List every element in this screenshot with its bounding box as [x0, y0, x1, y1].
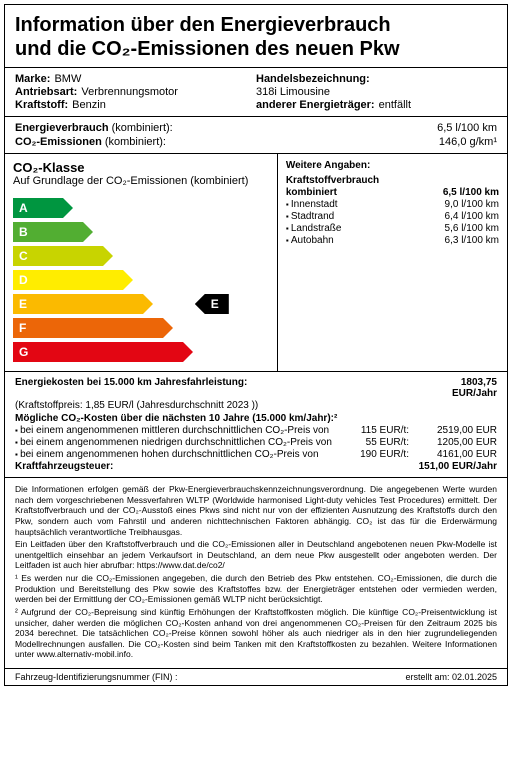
- fine-print: Die Informationen erfolgen gemäß der Pkw…: [5, 477, 507, 668]
- possible-co2-label: Mögliche CO₂-Kosten über die nächsten 10…: [15, 413, 497, 424]
- efficiency-bar-row: F: [13, 317, 269, 339]
- consumption-detail-row: Autobahn 6,3 l/100 km: [286, 235, 499, 246]
- consumption-detail-rows: Innenstadt 9,0 l/100 km Stadtrand 6,4 l/100…: [286, 199, 499, 246]
- cost-scenario-value: 2519,00 EUR: [417, 425, 497, 436]
- cost-scenario-row: bei einem angenommenen niedrigen durchsc…: [15, 437, 497, 448]
- antrieb-label: Antriebsart:: [15, 86, 77, 98]
- cost-headline-value: 1803,75 EUR/Jahr: [417, 377, 497, 399]
- vehicle-col-left: Marke:BMW Antriebsart:Verbrennungsmotor …: [15, 72, 256, 112]
- efficiency-bar-row: D: [13, 269, 269, 291]
- antrieb-value: Verbrennungsmotor: [81, 86, 178, 98]
- detail-val: 5,6 l/100 km: [445, 223, 499, 234]
- detail-val: 6,4 l/100 km: [445, 211, 499, 222]
- kraftstoff-value: Benzin: [72, 99, 106, 111]
- andere-label: anderer Energieträger:: [256, 99, 375, 111]
- fine-p2: Ein Leitfaden über den Kraftstoffverbrau…: [15, 539, 497, 571]
- kombiniert-label: kombiniert: [286, 187, 337, 198]
- weitere-title: Weitere Angaben:: [286, 160, 499, 171]
- co2-class-title: CO₂-Klasse: [13, 160, 269, 175]
- detail-key: Stadtrand: [286, 211, 334, 222]
- cost-scenario-row: bei einem angenommenen hohen durchschnit…: [15, 449, 497, 460]
- vehicle-col-right: Handelsbezeichnung: 318i Limousine ander…: [256, 72, 497, 112]
- efficiency-bar-d: D: [13, 270, 133, 290]
- cost-scenario-value: 4161,00 EUR: [417, 449, 497, 460]
- energie-label: Energieverbrauch: [15, 122, 109, 134]
- efficiency-bar-g: G: [13, 342, 193, 362]
- efficiency-marker: E: [195, 294, 229, 314]
- handel-label: Handelsbezeichnung:: [256, 73, 370, 85]
- co2-value: 146,0 g/km¹: [439, 136, 497, 148]
- efficiency-bar-e: E: [13, 294, 153, 314]
- cost-headline-label: Energiekosten bei 15.000 km Jahresfahrle…: [15, 377, 417, 399]
- efficiency-bar-row: C: [13, 245, 269, 267]
- efficiency-bar-b: B: [13, 222, 93, 242]
- marke-label: Marke:: [15, 73, 50, 85]
- cost-scenario-row: bei einem angenommenen mittleren durchsc…: [15, 425, 497, 436]
- tax-label: Kraftfahrzeugsteuer:: [15, 461, 417, 472]
- consumption-section: Energieverbrauch (kombiniert): 6,5 l/100…: [5, 116, 507, 153]
- fine-p4: ² Aufgrund der CO₂-Bepreisung sind künft…: [15, 607, 497, 660]
- costs-section: Energiekosten bei 15.000 km Jahresfahrle…: [5, 371, 507, 477]
- detail-key: Innenstadt: [286, 199, 338, 210]
- efficiency-bars: ABCDEEFG: [13, 197, 269, 363]
- energy-label-page: Information über den Energieverbrauch un…: [4, 4, 508, 686]
- consumption-detail-row: Landstraße 5,6 l/100 km: [286, 223, 499, 234]
- further-details: Weitere Angaben: Kraftstoffverbrauch kom…: [277, 154, 507, 371]
- kombiniert-value: 6,5 l/100 km: [443, 187, 499, 198]
- cost-scenario-mid: 55 EUR/t:: [347, 437, 417, 448]
- fine-p3: ¹ Es werden nur die CO₂-Emissionen angeg…: [15, 573, 497, 605]
- efficiency-bar-f: F: [13, 318, 173, 338]
- efficiency-bar-row: B: [13, 221, 269, 243]
- cost-scenario-label: bei einem angenommenen niedrigen durchsc…: [15, 437, 347, 448]
- marke-value: BMW: [54, 73, 81, 85]
- date-value: 02.01.2025: [452, 672, 497, 682]
- co2-class-block: CO₂-Klasse Auf Grundlage der CO₂-Emissio…: [5, 153, 507, 371]
- cost-scenario-rows: bei einem angenommenen mittleren durchsc…: [15, 425, 497, 460]
- detail-key: Landstraße: [286, 223, 342, 234]
- detail-val: 6,3 l/100 km: [445, 235, 499, 246]
- detail-key: Autobahn: [286, 235, 334, 246]
- co2-class-chart: CO₂-Klasse Auf Grundlage der CO₂-Emissio…: [5, 154, 277, 371]
- efficiency-bar-c: C: [13, 246, 113, 266]
- handel-value: 318i Limousine: [256, 86, 330, 98]
- consumption-detail-row: Innenstadt 9,0 l/100 km: [286, 199, 499, 210]
- title-line-2: und die CO₂-Emissionen des neuen Pkw: [15, 38, 400, 60]
- co2-row: CO₂-Emissionen (kombiniert): 146,0 g/km¹: [5, 135, 507, 149]
- weitere-sub: Kraftstoffverbrauch: [286, 175, 499, 186]
- vehicle-info: Marke:BMW Antriebsart:Verbrennungsmotor …: [5, 67, 507, 116]
- tax-value: 151,00 EUR/Jahr: [417, 461, 497, 472]
- co2-suffix: (kombiniert):: [102, 136, 166, 148]
- andere-value: entfällt: [379, 99, 411, 111]
- energie-suffix: (kombiniert):: [109, 122, 173, 134]
- energie-row: Energieverbrauch (kombiniert): 6,5 l/100…: [5, 121, 507, 135]
- cost-scenario-mid: 115 EUR/t:: [347, 425, 417, 436]
- title-line-1: Information über den Energieverbrauch: [15, 14, 391, 36]
- kraftstoff-label: Kraftstoff:: [15, 99, 68, 111]
- fine-p1: Die Informationen erfolgen gemäß der Pkw…: [15, 484, 497, 537]
- cost-scenario-mid: 190 EUR/t:: [347, 449, 417, 460]
- efficiency-bar-row: EE: [13, 293, 269, 315]
- cost-scenario-value: 1205,00 EUR: [417, 437, 497, 448]
- co2-class-subtitle: Auf Grundlage der CO₂-Emissionen (kombin…: [13, 175, 269, 187]
- efficiency-bar-row: A: [13, 197, 269, 219]
- tax-row: Kraftfahrzeugsteuer: 151,00 EUR/Jahr: [15, 461, 497, 472]
- cost-scenario-label: bei einem angenommenen mittleren durchsc…: [15, 425, 347, 436]
- kombiniert-row: kombiniert 6,5 l/100 km: [286, 187, 499, 198]
- efficiency-bar-row: G: [13, 341, 269, 363]
- detail-val: 9,0 l/100 km: [445, 199, 499, 210]
- date-label: erstellt am:: [405, 672, 452, 682]
- footer: Fahrzeug-Identifizierungsnummer (FIN) : …: [5, 668, 507, 685]
- cost-scenario-label: bei einem angenommenen hohen durchschnit…: [15, 449, 347, 460]
- co2-label: CO₂-Emissionen: [15, 136, 102, 148]
- fuel-price-note: (Kraftstoffpreis: 1,85 EUR/l (Jahresdurc…: [15, 400, 497, 411]
- fin-label: Fahrzeug-Identifizierungsnummer (FIN) :: [15, 672, 178, 682]
- consumption-detail-row: Stadtrand 6,4 l/100 km: [286, 211, 499, 222]
- page-title: Information über den Energieverbrauch un…: [5, 5, 507, 67]
- energy-cost-headline: Energiekosten bei 15.000 km Jahresfahrle…: [15, 377, 497, 399]
- energie-value: 6,5 l/100 km: [437, 122, 497, 134]
- efficiency-bar-a: A: [13, 198, 73, 218]
